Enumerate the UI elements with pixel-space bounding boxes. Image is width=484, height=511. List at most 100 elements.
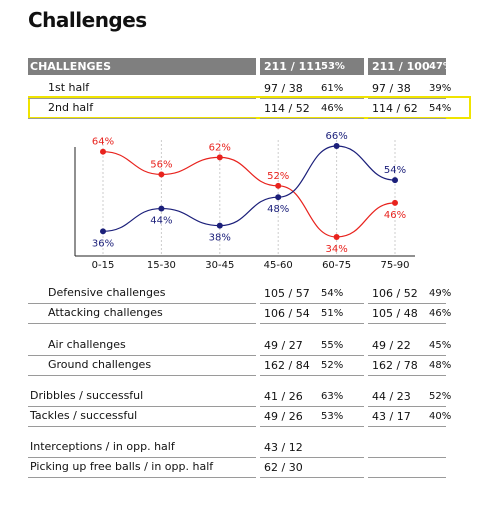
row-line: [368, 98, 446, 119]
point: [216, 154, 223, 161]
row-pct: 63%: [321, 391, 344, 402]
row-label: Attacking challenges: [48, 306, 163, 319]
row-pct: 48%: [429, 360, 452, 371]
row-line: [28, 303, 256, 324]
point: [275, 182, 282, 189]
row-line: [28, 406, 256, 427]
row-line: [368, 303, 446, 324]
row-pct: 52%: [429, 391, 452, 402]
row-line: [260, 406, 364, 427]
data-label: 34%: [325, 244, 347, 255]
row-line: [28, 457, 256, 478]
row-label: Air challenges: [48, 338, 126, 351]
row-label: Defensive challenges: [48, 286, 166, 299]
row-line: [260, 437, 364, 458]
x-tick-label: 45-60: [264, 260, 293, 271]
row-value: 44 / 23: [372, 390, 411, 403]
x-tick-label: 15-30: [147, 260, 176, 271]
row-line: [260, 355, 364, 376]
row-line: [260, 386, 364, 407]
row-value: 105 / 57: [264, 287, 310, 300]
series-line: [102, 151, 396, 238]
row-pct: 46%: [321, 103, 344, 114]
row-value: 162 / 84: [264, 359, 310, 372]
row-line: [260, 98, 364, 119]
row-line: [260, 78, 364, 99]
row-line: [368, 457, 446, 478]
row-label: Dribbles / successful: [30, 389, 144, 402]
point: [333, 234, 340, 240]
row-value: 43 / 17: [372, 410, 411, 423]
row-label: 1st half: [48, 81, 90, 94]
row-pct: 51%: [321, 308, 344, 319]
data-label: 38%: [209, 233, 231, 244]
row-line: [368, 78, 446, 99]
point: [100, 228, 106, 235]
row-pct: 54%: [321, 288, 344, 299]
row-line: [28, 283, 256, 304]
data-label: 64%: [92, 137, 114, 148]
row-pct: 40%: [429, 411, 452, 422]
data-label: 36%: [92, 238, 114, 249]
row-value: 106 / 54: [264, 307, 310, 320]
row-line: [260, 303, 364, 324]
row-pct: 54%: [429, 103, 452, 114]
row-value: 162 / 78: [372, 359, 418, 372]
row-value: 62 / 30: [264, 461, 303, 474]
data-label: 52%: [267, 171, 289, 182]
header-label: CHALLENGES: [30, 60, 111, 73]
row-value: 114 / 52: [264, 102, 310, 115]
header-bg: [28, 58, 256, 75]
page-title: Challenges: [28, 8, 147, 32]
point: [100, 148, 106, 155]
row-line: [260, 457, 364, 478]
data-label: 46%: [384, 210, 406, 221]
row-line: [260, 283, 364, 304]
row-line: [28, 355, 256, 376]
row-line: [368, 386, 446, 407]
row-line: [28, 335, 256, 356]
row-line: [368, 437, 446, 458]
point: [392, 199, 398, 206]
row-line: [28, 386, 256, 407]
row-label: Picking up free balls / in opp. half: [30, 460, 214, 473]
row-line: [28, 437, 256, 458]
data-label: 56%: [150, 159, 172, 170]
header-value: 211 / 111: [264, 60, 322, 73]
row-value: 43 / 12: [264, 441, 303, 454]
row-line: [368, 406, 446, 427]
row-label: Tackles / successful: [30, 409, 138, 422]
header-value: 211 / 100: [372, 60, 430, 73]
row-value: 49 / 27: [264, 339, 303, 352]
data-label: 54%: [384, 165, 406, 176]
row-value: 97 / 38: [264, 82, 303, 95]
row-line: [28, 98, 256, 119]
point: [158, 171, 165, 178]
row-line: [368, 335, 446, 356]
row-line: [28, 78, 256, 99]
x-tick-label: 30-45: [205, 260, 234, 271]
data-label: 44%: [150, 216, 172, 227]
row-line: [260, 335, 364, 356]
header-bg: [368, 58, 446, 75]
row-pct: 61%: [321, 83, 344, 94]
row-value: 114 / 62: [372, 102, 418, 115]
series-line: [102, 145, 396, 232]
header-value: 53%: [321, 61, 345, 72]
row-value: 49 / 26: [264, 410, 303, 423]
row-label: 2nd half: [48, 101, 94, 114]
x-tick-label: 75-90: [380, 260, 409, 271]
row-value: 49 / 22: [372, 339, 411, 352]
point: [392, 177, 398, 184]
data-label: 62%: [209, 142, 231, 153]
row-value: 41 / 26: [264, 390, 303, 403]
point: [275, 194, 282, 201]
row-line: [368, 355, 446, 376]
row-pct: 46%: [429, 308, 452, 319]
point: [333, 143, 340, 149]
row-label: Ground challenges: [48, 358, 152, 371]
header-bg: [260, 58, 364, 75]
row-line: [368, 283, 446, 304]
